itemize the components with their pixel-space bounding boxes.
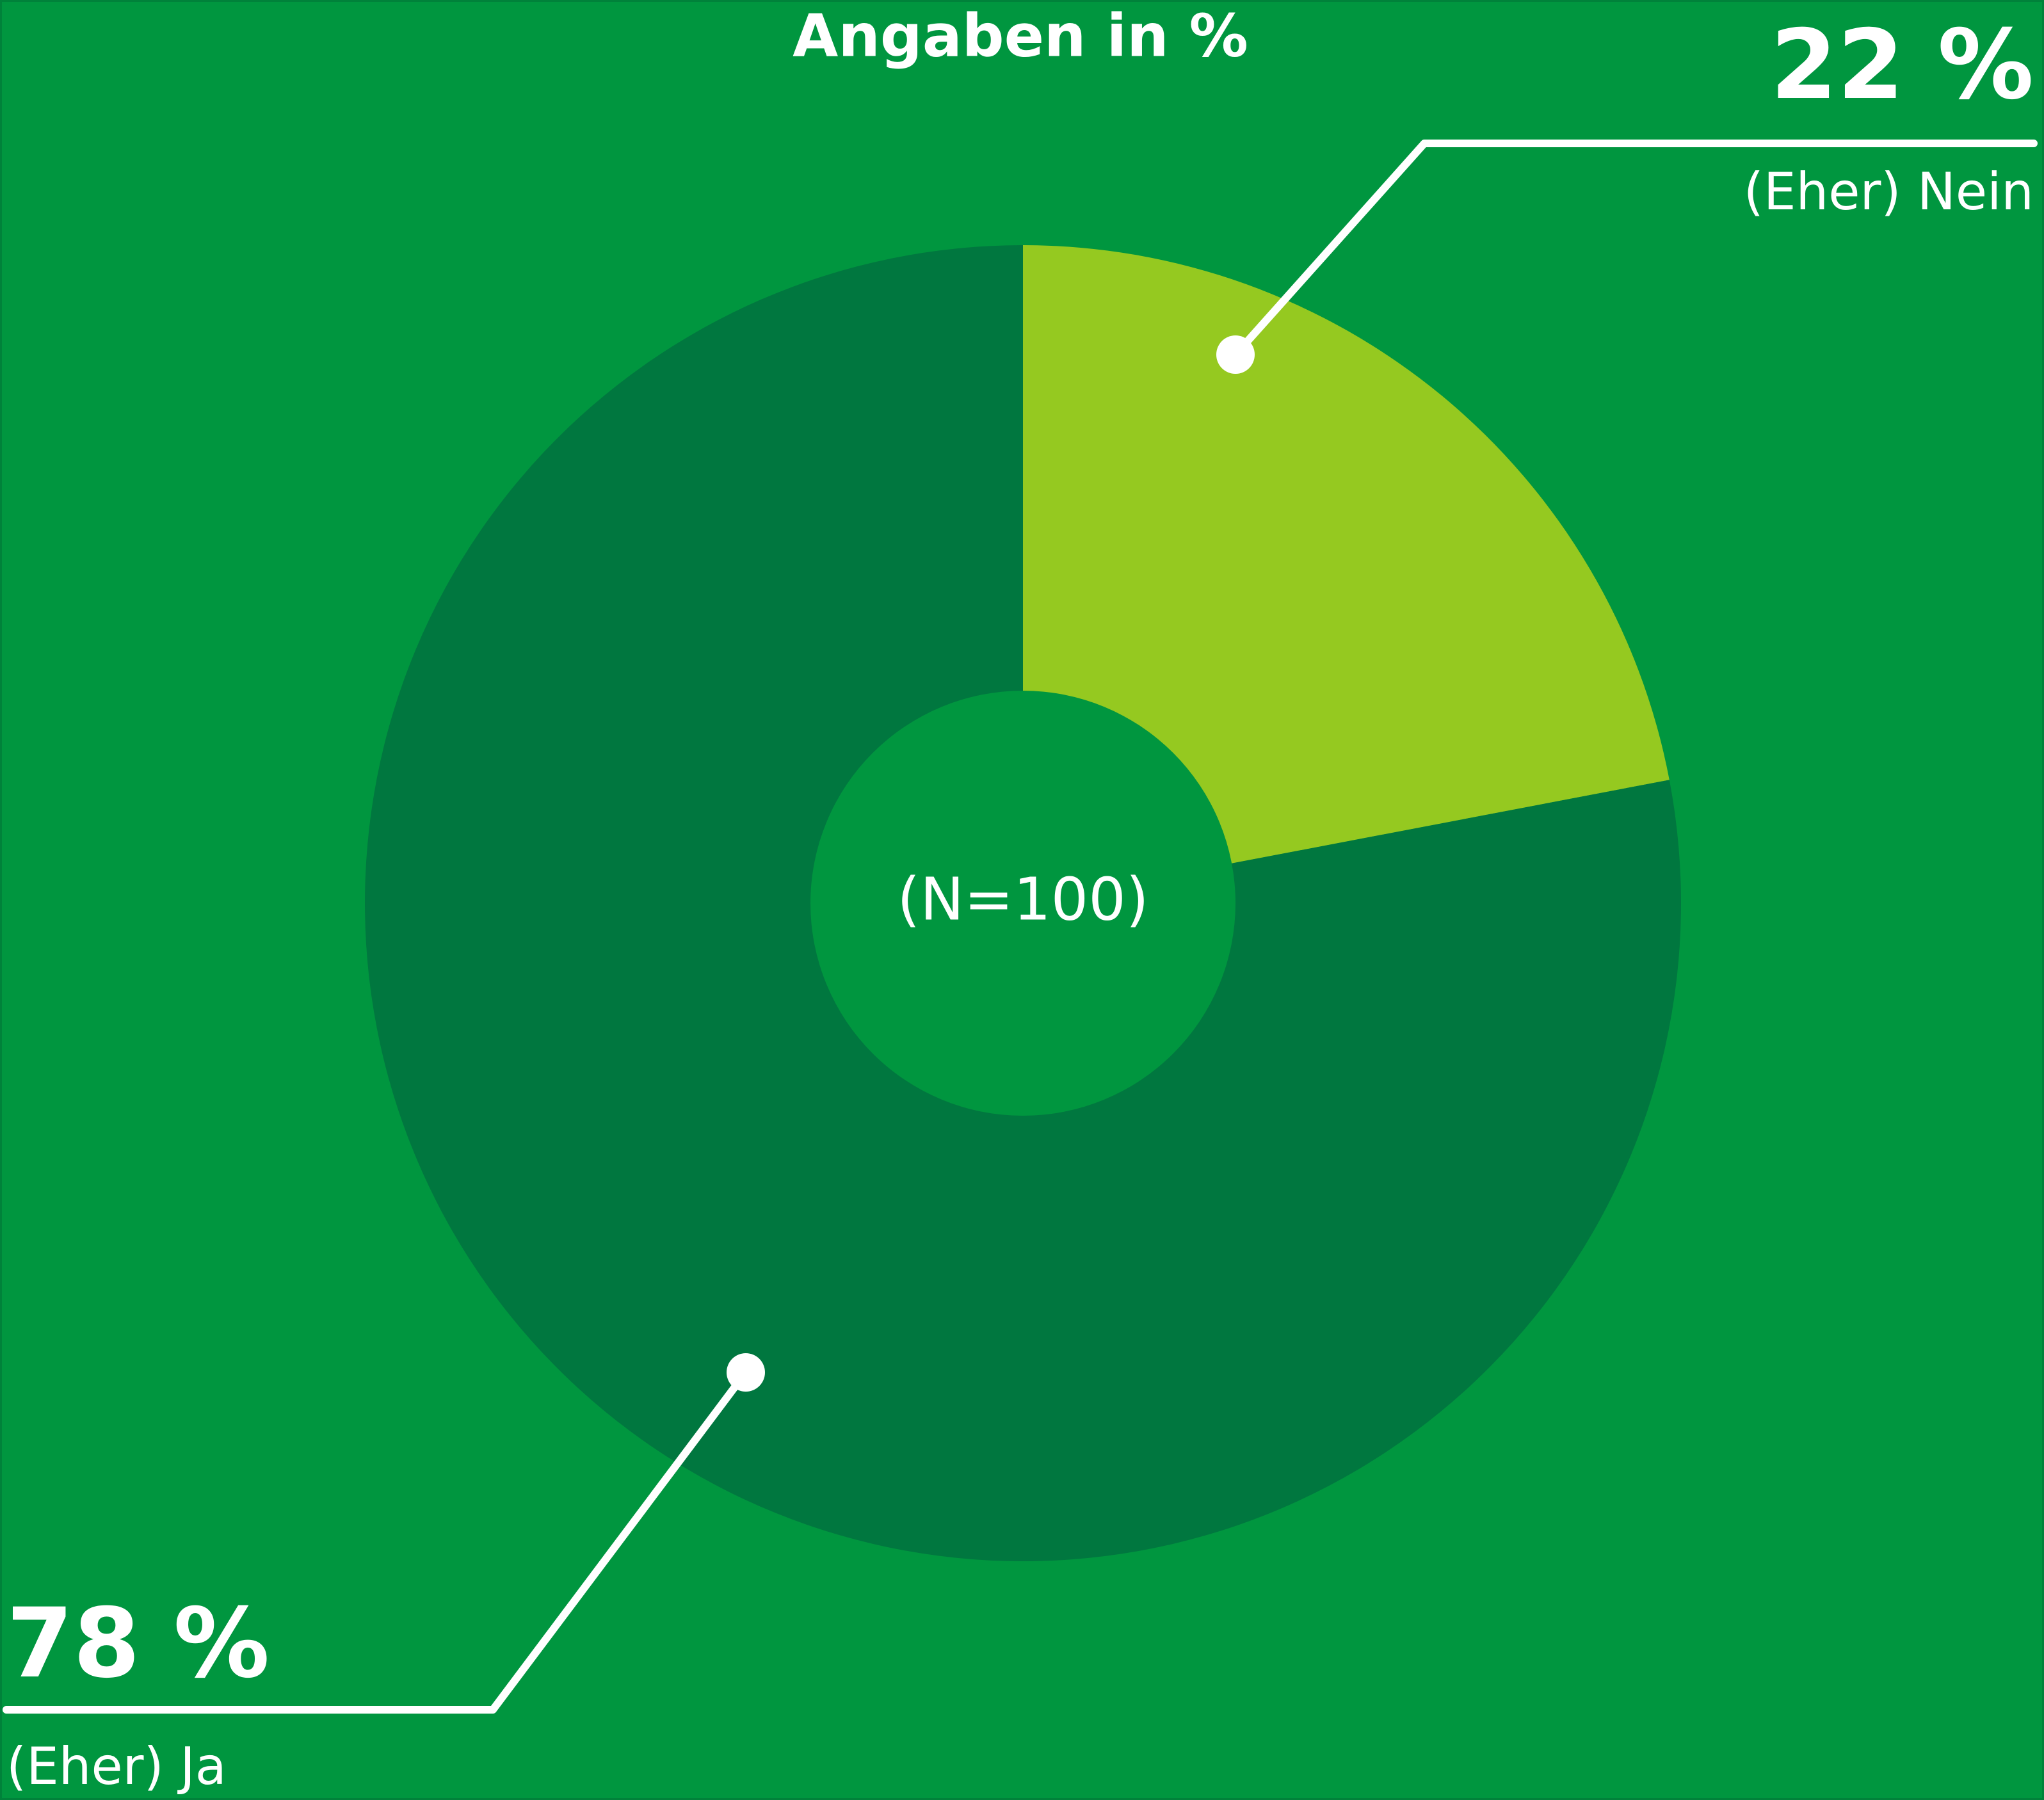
value-label: 22 % xyxy=(1771,10,2034,121)
donut-slice xyxy=(1023,245,1670,903)
leader-dot xyxy=(1216,335,1255,374)
category-label: (Eher) Ja xyxy=(6,1737,227,1796)
leader-line xyxy=(1232,140,2038,358)
value-label: 78 % xyxy=(6,1588,270,1700)
center-label: (N=100) xyxy=(897,865,1148,933)
category-label: (Eher) Nein xyxy=(1744,162,2034,221)
chart-title: Angaben in % xyxy=(793,1,1248,70)
leader-dot xyxy=(727,1353,765,1392)
leader-line xyxy=(3,1369,750,1714)
donut-hole xyxy=(810,691,1235,1116)
